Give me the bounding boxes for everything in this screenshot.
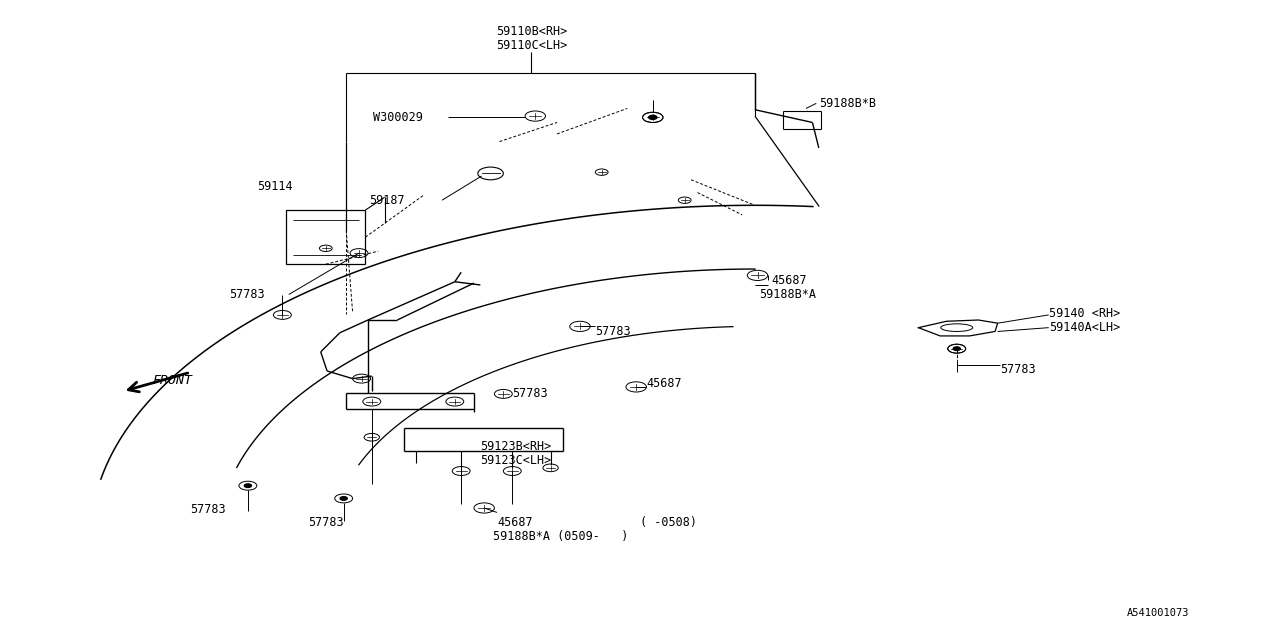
Text: 59188B*B: 59188B*B xyxy=(819,97,876,110)
Text: 57783: 57783 xyxy=(595,325,631,338)
Text: 45687: 45687 xyxy=(497,516,532,529)
Circle shape xyxy=(340,497,347,500)
Text: 59114: 59114 xyxy=(257,180,292,193)
Text: 57783: 57783 xyxy=(308,516,343,529)
Text: 57783: 57783 xyxy=(1000,364,1036,376)
Text: 57783: 57783 xyxy=(512,387,548,401)
Text: 59188B*A: 59188B*A xyxy=(759,288,815,301)
Circle shape xyxy=(244,484,251,488)
Text: 59123B<RH>: 59123B<RH> xyxy=(480,440,552,452)
Text: 59110C<LH>: 59110C<LH> xyxy=(495,40,567,52)
Circle shape xyxy=(649,115,657,120)
Text: 57783: 57783 xyxy=(229,288,265,301)
Text: 59123C<LH>: 59123C<LH> xyxy=(480,454,552,467)
Text: W300029: W300029 xyxy=(372,111,422,124)
Text: 59187: 59187 xyxy=(369,194,404,207)
Text: 59188B*A (0509-   ): 59188B*A (0509- ) xyxy=(493,530,628,543)
Text: 59140A<LH>: 59140A<LH> xyxy=(1048,321,1120,334)
Text: FRONT: FRONT xyxy=(152,374,192,387)
Text: 45687: 45687 xyxy=(646,377,682,390)
Bar xyxy=(287,210,365,264)
Text: 45687: 45687 xyxy=(772,274,808,287)
Text: A541001073: A541001073 xyxy=(1126,608,1189,618)
Text: 59140 <RH>: 59140 <RH> xyxy=(1048,307,1120,320)
Circle shape xyxy=(954,347,960,351)
Text: ( -0508): ( -0508) xyxy=(640,516,698,529)
Text: 59110B<RH>: 59110B<RH> xyxy=(495,26,567,38)
Text: 57783: 57783 xyxy=(191,504,227,516)
